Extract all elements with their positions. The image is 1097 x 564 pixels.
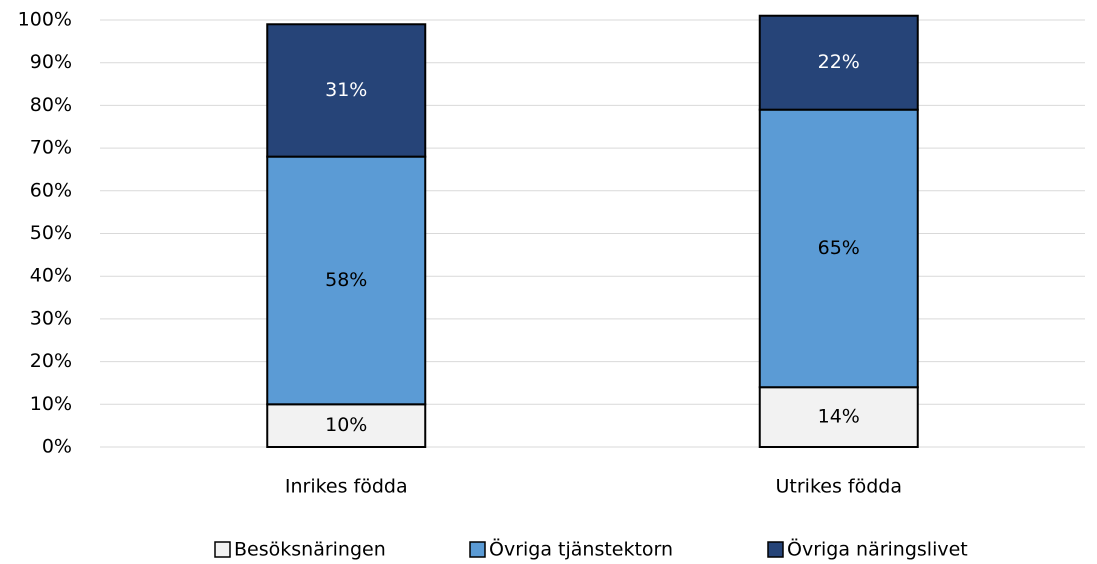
legend-swatch: [469, 541, 486, 558]
y-tick-label: 30%: [30, 307, 72, 329]
y-tick-label: 100%: [18, 9, 72, 31]
legend-swatch: [214, 541, 231, 558]
data-label: 58%: [325, 269, 367, 291]
data-label: 14%: [818, 406, 860, 428]
legend-swatch: [767, 541, 784, 558]
x-tick-label: Utrikes födda: [776, 476, 902, 498]
data-label: 22%: [818, 51, 860, 73]
legend-label: Besöksnäringen: [234, 539, 386, 561]
y-tick-label: 50%: [30, 222, 72, 244]
data-label: 31%: [325, 79, 367, 101]
bar-segment: [758, 14, 919, 111]
bar-segment: [266, 403, 427, 448]
y-tick-label: 60%: [30, 179, 72, 201]
legend-label: Övriga tjänstektorn: [489, 538, 673, 561]
bar-segment: [758, 386, 919, 448]
x-tick-label: Inrikes födda: [285, 476, 408, 498]
data-label: 65%: [818, 237, 860, 259]
y-tick-label: 90%: [30, 51, 72, 73]
y-tick-label: 80%: [30, 94, 72, 116]
bar-segment: [266, 23, 427, 158]
y-tick-label: 20%: [30, 350, 72, 372]
bar-segment: [266, 155, 427, 406]
y-tick-label: 70%: [30, 137, 72, 159]
y-tick-label: 40%: [30, 265, 72, 287]
y-tick-label: 10%: [30, 393, 72, 415]
bar-segment: [758, 108, 919, 389]
data-label: 10%: [325, 414, 367, 436]
legend-label: Övriga näringslivet: [787, 538, 968, 561]
y-tick-label: 0%: [42, 436, 72, 458]
